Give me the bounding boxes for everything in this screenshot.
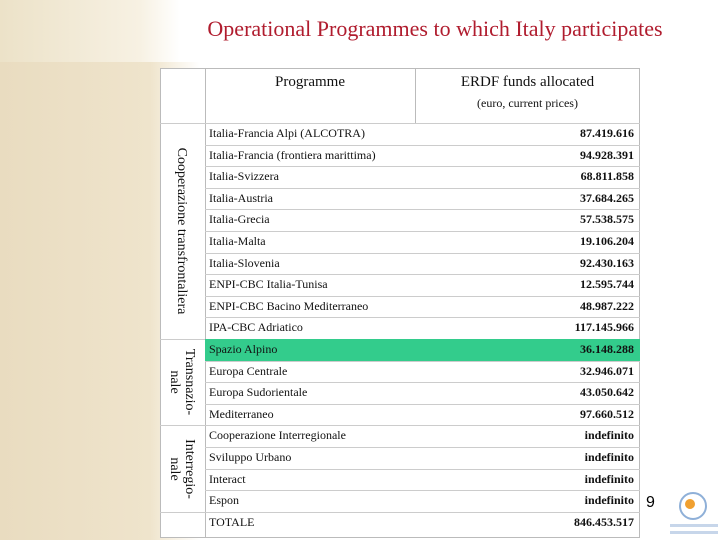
- row-highlight: [205, 339, 640, 361]
- group-label: Transnazio-nale: [166, 339, 198, 425]
- programme-name: Spazio Alpino: [209, 342, 278, 356]
- row-line: [160, 425, 205, 427]
- funds-value: indefinito: [584, 450, 634, 464]
- group-divider: [205, 68, 206, 538]
- logo: [670, 492, 718, 534]
- funds-value: 36.148.288: [580, 342, 634, 356]
- row-line: [205, 231, 640, 232]
- header-divider: [415, 68, 416, 123]
- row-line: [160, 339, 205, 340]
- funds-value: 43.050.642: [580, 385, 634, 400]
- header-programme: Programme: [275, 74, 345, 90]
- slide-title: Operational Programmes to which Italy pa…: [207, 16, 663, 41]
- group-label-line: Cooperazione transfrontaliera: [174, 147, 190, 315]
- group-label-line: Transnazio-: [181, 348, 197, 416]
- programme-name: Italia-Svizzera: [209, 169, 279, 184]
- group-label: Interregio-nale: [166, 425, 198, 511]
- programme-name: ENPI-CBC Bacino Mediterraneo: [209, 298, 369, 313]
- funds-value: 117.145.966: [574, 320, 634, 335]
- group-label: Cooperazione transfrontaliera: [166, 123, 198, 339]
- group-label-line: nale: [166, 370, 182, 394]
- programme-name: ENPI-CBC Italia-Tunisa: [209, 277, 328, 292]
- row-line: [205, 490, 640, 492]
- funds-value: 57.538.575: [580, 212, 634, 227]
- row-line: [205, 209, 640, 211]
- row-line: [205, 447, 640, 448]
- header-funds: ERDF funds allocated: [460, 74, 595, 90]
- total-value: 846.453.517: [574, 514, 634, 529]
- row-line: [205, 360, 640, 362]
- header-funds-note: (euro, current prices): [477, 96, 578, 110]
- row-line: [205, 295, 640, 297]
- row-line: [205, 403, 640, 405]
- programme-name: Italia-Slovenia: [209, 255, 280, 270]
- row-line: [205, 274, 640, 276]
- page-number: 9: [646, 494, 655, 511]
- row-line: [205, 382, 640, 384]
- background-band: [0, 0, 720, 62]
- row-line: [205, 166, 640, 168]
- programme-name: Sviluppo Urbano: [209, 450, 292, 464]
- row-line: [205, 144, 640, 146]
- funds-value: 68.811.858: [580, 169, 634, 184]
- table: [160, 68, 640, 538]
- programme-name: IPA-CBC Adriatico: [209, 320, 303, 335]
- programme-name: Interact: [209, 471, 246, 486]
- funds-value: indefinito: [584, 493, 634, 508]
- group-label-line: nale: [166, 456, 182, 481]
- funds-value: 94.928.391: [580, 147, 634, 162]
- programme-name: Europa Centrale: [209, 363, 288, 378]
- programme-name: Italia-Francia (frontiera marittima): [209, 147, 376, 162]
- programme-name: Italia-Malta: [209, 234, 266, 248]
- programme-name: Mediterraneo: [209, 406, 274, 421]
- programme-name: Italia-Austria: [209, 190, 273, 205]
- programme-name: Italia-Grecia: [209, 212, 270, 227]
- row-line: [160, 511, 205, 513]
- programme-name: Europa Sudorientale: [209, 385, 308, 400]
- funds-value: 32.946.071: [580, 363, 634, 378]
- funds-value: 19.106.204: [580, 234, 634, 248]
- row-line: [205, 187, 640, 189]
- programme-name: Cooperazione Interregionale: [209, 428, 346, 443]
- row-line: [205, 252, 640, 254]
- funds-value: 48.987.222: [580, 298, 634, 313]
- funds-value: 97.660.512: [580, 406, 634, 421]
- funds-value: 87.419.616: [580, 126, 634, 140]
- programme-name: Italia-Francia Alpi (ALCOTRA): [209, 126, 365, 140]
- total-label: TOTALE: [209, 514, 255, 529]
- row-line: [205, 425, 640, 427]
- row-line: [160, 123, 640, 124]
- funds-value: 92.430.163: [580, 255, 634, 270]
- funds-value: indefinito: [584, 471, 634, 486]
- row-line: [205, 468, 640, 470]
- funds-value: 12.595.744: [580, 277, 634, 292]
- funds-value: 37.684.265: [580, 190, 634, 205]
- group-label-line: Interregio-: [181, 438, 197, 499]
- row-line: [205, 511, 640, 513]
- funds-value: indefinito: [584, 428, 634, 443]
- row-line: [205, 317, 640, 319]
- programme-name: Espon: [209, 493, 239, 508]
